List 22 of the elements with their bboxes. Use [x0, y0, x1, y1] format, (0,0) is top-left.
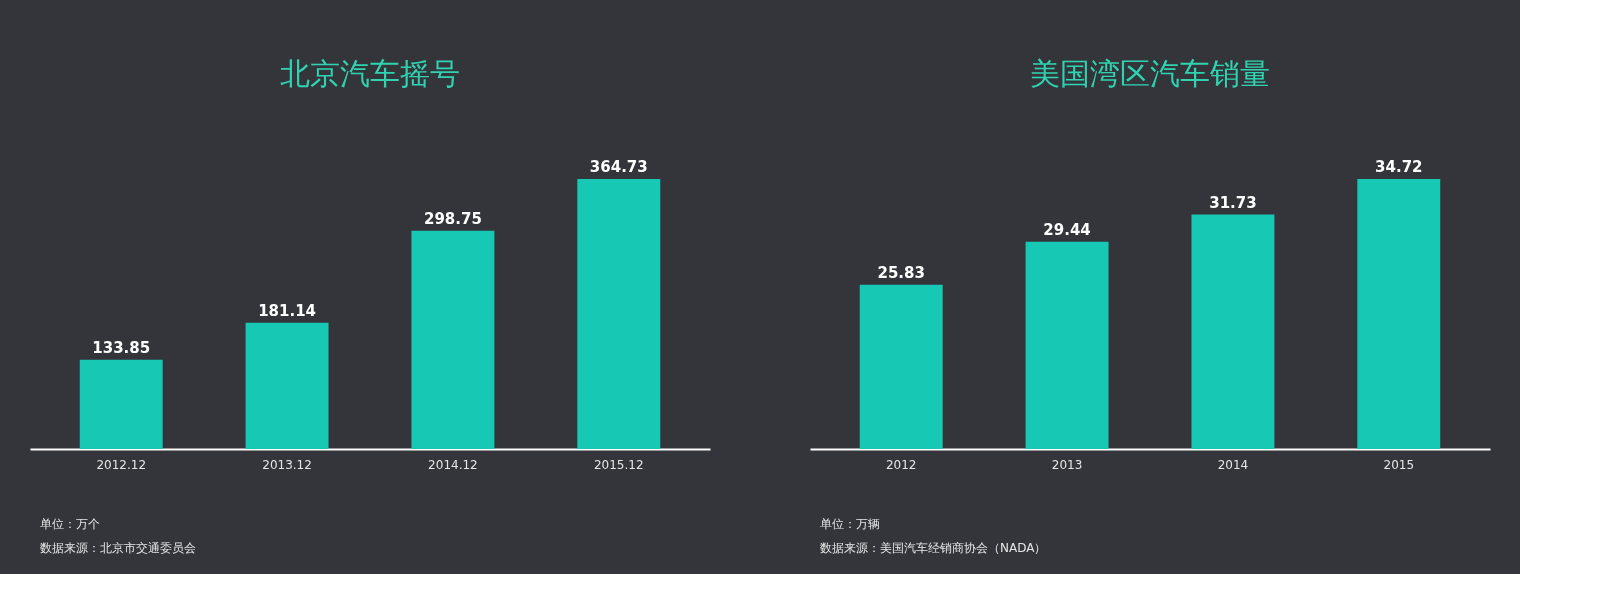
data-label: 298.75 [423, 209, 482, 228]
chart-title: 美国湾区汽车销量 [1030, 56, 1270, 91]
x-tick-label: 2014.12 [428, 457, 478, 472]
data-label: 181.14 [258, 301, 317, 320]
data-label: 364.73 [589, 158, 648, 176]
data-label: 133.85 [92, 338, 151, 357]
x-tick-label: 2015.12 [593, 457, 644, 472]
x-tick-label: 2015 [1383, 457, 1415, 472]
source-note: 数据来源：美国汽车经销商协会（NADA） [820, 541, 1047, 555]
text: 单位：万辆 [820, 517, 880, 531]
data-label: 25.83 [877, 263, 925, 282]
text: 单位：万个 [40, 517, 100, 531]
data-label: 31.73 [1209, 193, 1257, 212]
source-note: 数据来源：北京市交通委员会 [40, 541, 196, 555]
data-label: 34.72 [1375, 158, 1423, 176]
x-tick-label: 2012 [885, 457, 917, 472]
chart-title: 北京汽车摇号 [280, 56, 460, 91]
x-tick-label: 2013.12 [262, 457, 312, 472]
data-label: 29.44 [1043, 220, 1091, 239]
x-tick-label: 2014 [1217, 457, 1249, 472]
x-tick-label: 2013 [1051, 457, 1083, 472]
x-tick-label: 2012.12 [96, 457, 147, 472]
